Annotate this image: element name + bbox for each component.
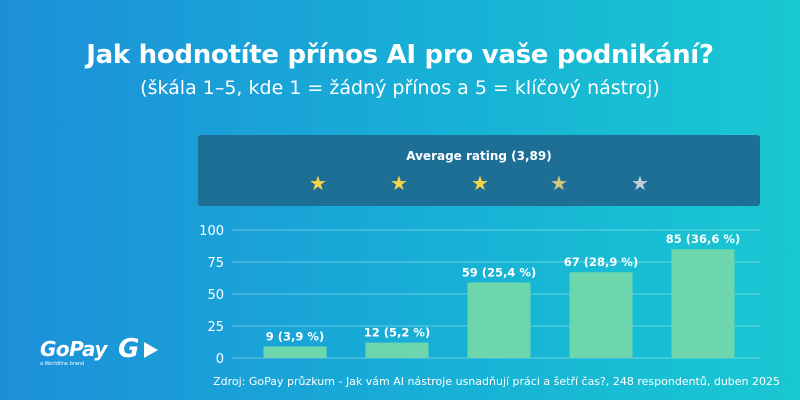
source-note: Zdroj: GoPay průzkum - Jak vám AI nástro…: [213, 375, 780, 388]
star-icon-1: ★: [309, 171, 327, 195]
y-tick-label: 50: [207, 288, 224, 303]
data-label-5: 85 (36,6 %): [666, 232, 740, 246]
y-tick-label: 75: [207, 256, 224, 271]
play-icon: [144, 342, 158, 358]
logo-g-mark: G: [118, 334, 140, 364]
average-rating-panel: Average rating (3,89) ★ ★ ★ ★ ★: [198, 135, 760, 206]
star-icon-4: ★: [550, 171, 568, 195]
chart-title: Jak hodnotíte přínos AI pro vaše podniká…: [86, 40, 714, 70]
star-icon-3: ★: [471, 171, 489, 195]
star-icon-5: ★: [631, 171, 649, 195]
logo-tagline: a Worldline brand: [40, 361, 85, 367]
data-label-4: 67 (28,9 %): [564, 255, 638, 269]
gopay-logo: GoPay G a Worldline brand: [40, 334, 165, 377]
y-tick-label: 25: [207, 320, 224, 335]
bar-4: [569, 272, 633, 358]
data-label-1: 9 (3,9 %): [266, 329, 324, 343]
logo-wordmark: GoPay: [40, 337, 107, 361]
star-icon-2: ★: [390, 171, 408, 195]
bar-2: [365, 342, 429, 358]
y-tick-label: 0: [216, 352, 224, 367]
bar-5: [671, 249, 735, 358]
data-label-3: 59 (25,4 %): [462, 265, 536, 279]
bar-3: [467, 282, 531, 358]
bar-1: [263, 346, 327, 358]
average-rating-label: Average rating (3,89): [406, 149, 552, 163]
chart-subtitle: (škála 1–5, kde 1 = žádný přínos a 5 = k…: [140, 77, 660, 99]
y-tick-label: 100: [199, 224, 224, 239]
data-label-2: 12 (5,2 %): [364, 326, 430, 340]
